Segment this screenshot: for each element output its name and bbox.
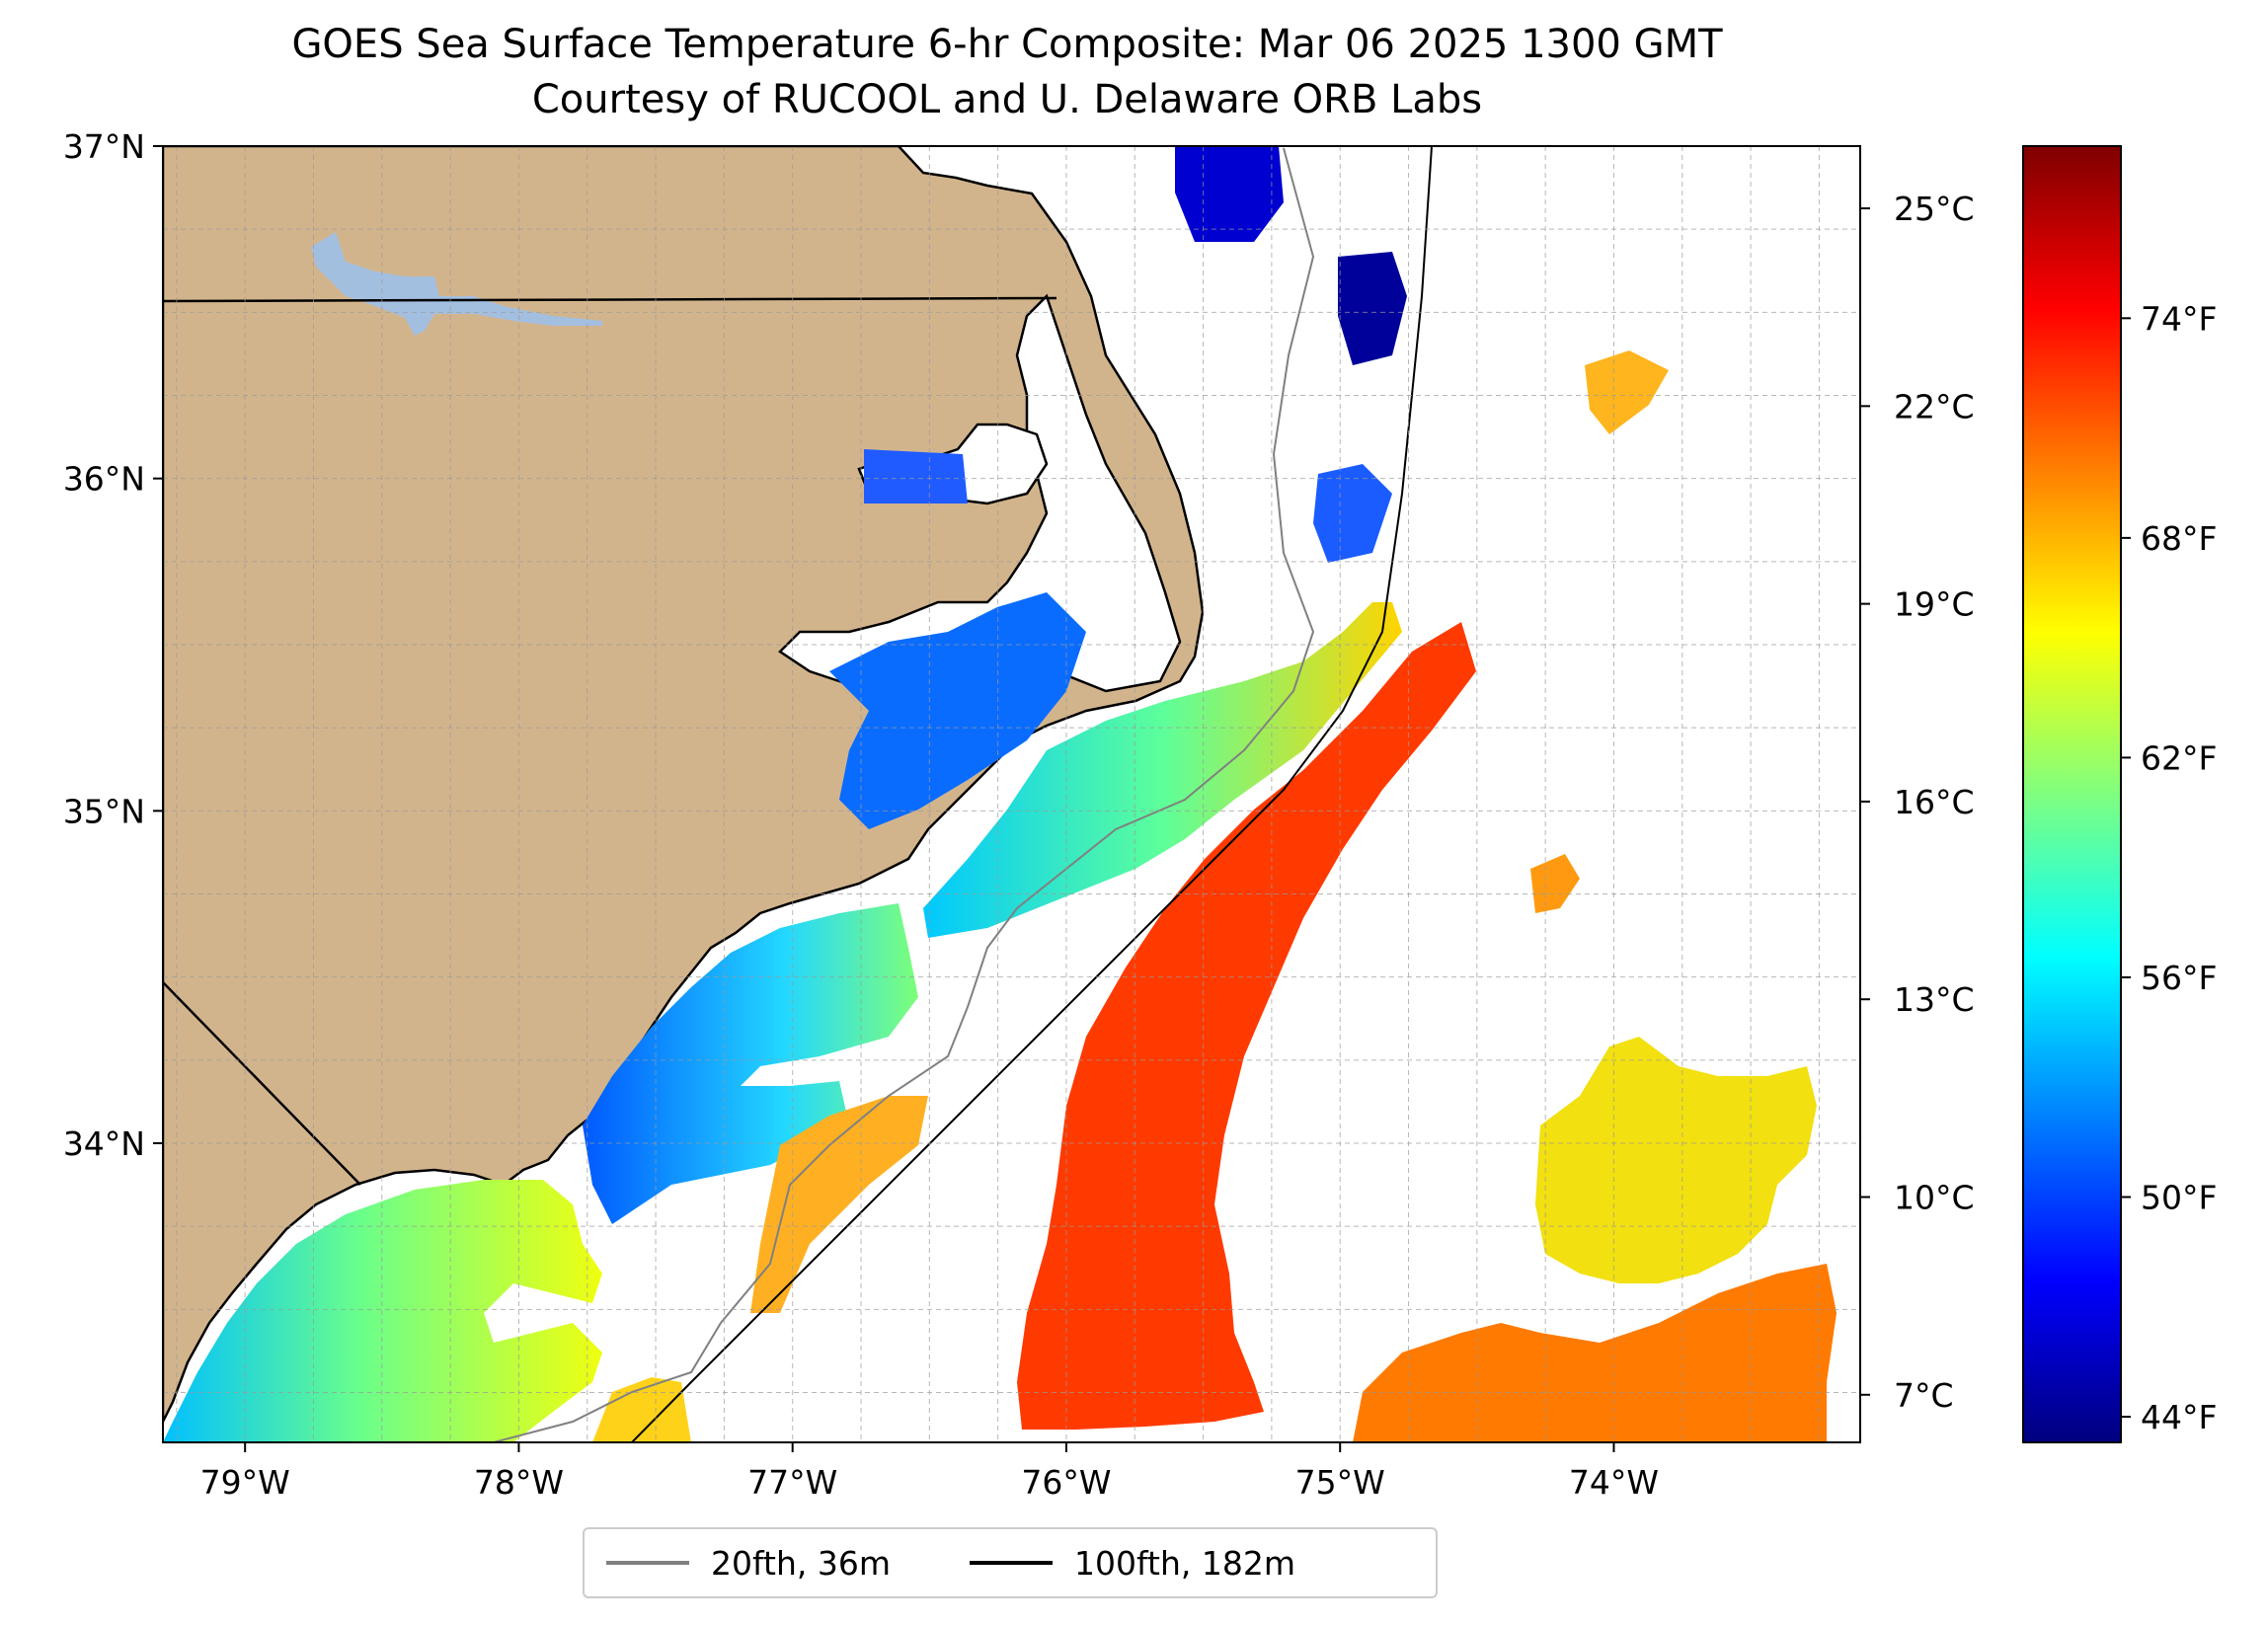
lat-tick-label: 35°N (63, 792, 145, 830)
lon-tick-label: 76°W (1021, 1463, 1111, 1502)
sst-frying-pan-warm (750, 1096, 928, 1313)
sst-fields (163, 146, 1837, 1442)
fahrenheit-tick-label: 44°F (2141, 1398, 2217, 1436)
celsius-tick-label: 7°C (1894, 1376, 1954, 1415)
colorbar-fahrenheit-axis: 74°F 68°F 62°F 56°F 50°F 44°F (2121, 299, 2217, 1436)
sst-patch-small-orange (1530, 854, 1580, 913)
sst-patch-small-yellow (1585, 350, 1669, 434)
lon-tick-label: 79°W (200, 1463, 290, 1502)
sst-patch-cold-east (1338, 252, 1407, 365)
celsius-tick-label: 25°C (1894, 190, 1975, 228)
legend-item-100fth: 100fth, 182m (970, 1544, 1295, 1583)
colorbar-celsius-axis: 25°C 22°C 19°C 16°C 13°C 10°C 7°C (1860, 190, 1975, 1415)
va-nc-border (163, 296, 1057, 303)
legend-label-20fth: 20fth, 36m (711, 1543, 891, 1583)
lat-tick-label: 34°N (63, 1124, 145, 1163)
isobath-20fth (493, 147, 1315, 1442)
fahrenheit-tick-label: 50°F (2141, 1178, 2217, 1216)
celsius-tick-label: 22°C (1894, 387, 1975, 426)
map-subtitle: Courtesy of RUCOOL and U. Delaware ORB L… (531, 77, 1483, 122)
map-area (163, 146, 1860, 1442)
sst-patch-cold-north (1175, 146, 1284, 242)
map-title: GOES Sea Surface Temperature 6-hr Compos… (291, 22, 1723, 67)
celsius-tick-label: 19°C (1894, 585, 1975, 624)
lon-tick-label: 77°W (747, 1463, 837, 1502)
sst-gulf-stream-north (1017, 622, 1476, 1430)
sst-patch-albemarle (864, 449, 968, 503)
latitude-axis: 37°N 36°N 35°N 34°N (63, 127, 163, 1163)
sst-patch-pamlico (829, 592, 1086, 829)
legend: 20fth, 36m 100fth, 182m (583, 1527, 1438, 1598)
lon-tick-label: 75°W (1295, 1463, 1385, 1502)
sst-long-bay-south (592, 1377, 691, 1442)
kerr-lake (311, 232, 602, 336)
sst-gulf-stream-south (1353, 1264, 1837, 1442)
legend-swatch-20fth (606, 1561, 689, 1565)
isobath-100fth (631, 146, 1433, 1442)
sst-raleigh-bay-inshore (583, 903, 918, 1224)
sst-offshore-warm-eddy (1535, 1037, 1817, 1283)
celsius-tick-label: 10°C (1894, 1178, 1975, 1216)
colorbar (2022, 145, 2122, 1443)
fahrenheit-tick-label: 74°F (2141, 299, 2217, 338)
nc-sc-border (163, 981, 361, 1186)
longitude-axis: 79°W 78°W 77°W 76°W 75°W 74°W (200, 1442, 1659, 1502)
map-frame (162, 145, 1861, 1443)
sst-patch-cold-mid (1313, 464, 1392, 563)
celsius-tick-label: 13°C (1894, 980, 1975, 1019)
sst-shelf-band (923, 602, 1402, 938)
celsius-tick-label: 16°C (1894, 783, 1975, 821)
lon-tick-label: 74°W (1569, 1463, 1659, 1502)
legend-label-100fth: 100fth, 182m (1074, 1543, 1295, 1583)
fahrenheit-tick-label: 62°F (2141, 738, 2217, 777)
fahrenheit-tick-label: 68°F (2141, 519, 2217, 558)
legend-swatch-100fth (970, 1561, 1053, 1565)
legend-item-20fth: 20fth, 36m (606, 1544, 891, 1583)
lat-tick-label: 36°N (63, 460, 145, 499)
lat-tick-label: 37°N (63, 127, 145, 166)
grid-lines (163, 146, 1860, 1442)
lon-tick-label: 78°W (474, 1463, 564, 1502)
sst-onslow-bay (163, 1180, 602, 1442)
fahrenheit-tick-label: 56°F (2141, 959, 2217, 997)
